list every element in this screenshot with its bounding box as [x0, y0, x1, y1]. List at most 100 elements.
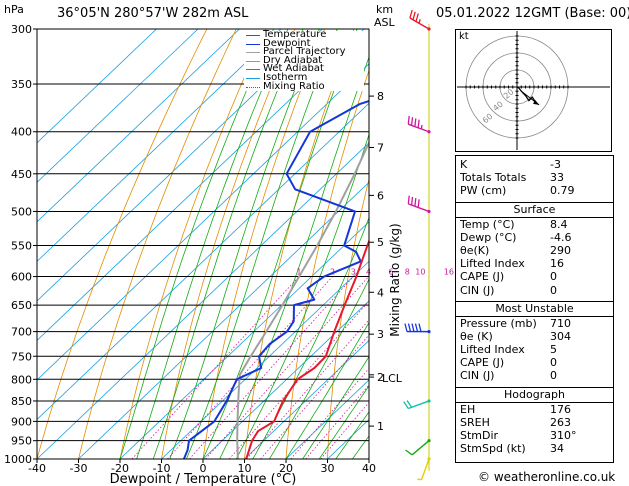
surface-key: Temp (°C)	[460, 217, 515, 231]
hodograph-stat-row: StmSpd (kt) 34	[456, 442, 613, 455]
wind-barb-half-feather	[418, 19, 421, 24]
mixing-ratio-line	[167, 276, 333, 459]
isotherm-line	[78, 181, 369, 459]
wind-barb-feather	[415, 13, 419, 22]
legend-swatch	[246, 43, 260, 45]
wind-barb	[409, 9, 431, 31]
legend-item: Parcel Trajectory	[244, 46, 364, 58]
wind-barb-staff	[408, 400, 430, 410]
pressure-tick-label: 1000	[4, 453, 32, 466]
profiles	[182, 100, 369, 459]
surface-key: CAPE (J)	[460, 270, 505, 284]
surface-value: 0	[550, 270, 557, 284]
legend-label: Parcel Trajectory	[263, 46, 346, 58]
height-tick-label: 5	[377, 236, 384, 249]
isotherm-line	[37, 29, 282, 262]
most-unstable-value: 5	[550, 343, 557, 357]
pressure-axis-unit: hPa	[4, 3, 24, 16]
wind-barb-feather	[405, 449, 413, 456]
temperature-tick-label: -20	[111, 462, 129, 475]
height-tick-label: 1	[377, 420, 384, 433]
wind-barb-feather	[409, 9, 413, 19]
most-unstable-row: θe (K) 304	[456, 330, 613, 343]
legend-swatch	[246, 35, 260, 36]
lcl-label: LCL	[382, 372, 403, 385]
most-unstable-key: Lifted Index	[460, 343, 525, 357]
temperature-tick-label: 20	[279, 462, 293, 475]
legend-item: Dry Adiabat	[244, 56, 364, 66]
hodograph-stat-key: StmSpd (kt)	[460, 442, 526, 456]
surface-value: -4.6	[550, 230, 572, 244]
temperature-tick-label: 10	[238, 462, 252, 475]
most-unstable-key: CAPE (J)	[460, 356, 505, 370]
hodograph-stat-row: SREH 263	[456, 416, 613, 429]
isotherm-line	[37, 29, 365, 341]
isotherm-line	[37, 29, 157, 144]
most-unstable-row: Lifted Index 5	[456, 343, 613, 356]
height-tick-label: 7	[377, 141, 384, 154]
hodograph-stat-key: SREH	[460, 415, 490, 429]
hodograph-stat-key: EH	[460, 402, 476, 416]
temperature-tick-label: 30	[321, 462, 335, 475]
wind-barb-feather	[414, 198, 417, 207]
wet-adiabat-line	[335, 411, 369, 459]
legend-item: Temperature	[244, 30, 364, 40]
pressure-tick-label: 400	[11, 126, 32, 139]
wind-barb-feather	[404, 323, 408, 332]
wind-barb-feather	[411, 323, 415, 332]
wind-barb-feather	[406, 400, 413, 408]
isotherm-line	[37, 29, 323, 302]
indices-panel: K -3 Totals Totals 33 PW (cm) 0.79 Surface Te…	[455, 155, 614, 463]
isotherm-line	[161, 260, 369, 459]
pressure-tick-label: 900	[11, 415, 32, 428]
wind-barb-feather	[407, 195, 410, 204]
wind-barb-staff	[408, 203, 430, 213]
wind-barb	[403, 399, 431, 410]
surface-key: θe(K)	[460, 243, 490, 257]
wind-barb-feather	[417, 199, 420, 208]
isotherm-line	[37, 142, 369, 459]
wet-adiabat-line	[302, 356, 369, 459]
wind-barb-feather	[417, 119, 420, 128]
legend-swatch	[246, 69, 260, 71]
mixing-ratio-axis-label: Mixing Ratio (g/kg)	[388, 223, 402, 336]
surface-row: CAPE (J) 0	[456, 270, 613, 283]
pressure-tick-label: 450	[11, 168, 32, 181]
surface-value: 8.4	[550, 217, 568, 231]
wet-adiabat-line	[318, 384, 369, 459]
isotherm-line	[37, 29, 240, 223]
asl-axis-unit: ASL	[374, 16, 395, 29]
temperature-tick-label: 0	[200, 462, 207, 475]
pressure-tick-label: 950	[11, 435, 32, 448]
background-lines	[37, 29, 369, 459]
legend-swatch	[246, 86, 260, 88]
wind-barb	[417, 457, 431, 481]
pressure-tick-label: 650	[11, 299, 32, 312]
wind-barb-feather	[407, 323, 412, 332]
legend-label: Mixing Ratio	[263, 80, 325, 92]
legend-swatch	[246, 52, 260, 54]
surface-key: CIN (J)	[460, 283, 495, 297]
index-row: K -3	[456, 158, 613, 171]
wet-adiabat-line	[119, 29, 274, 459]
temperature-axis: -40 -30 -20 -10 0 10 20 30 40	[28, 459, 376, 475]
surface-value: 290	[550, 243, 571, 257]
most-unstable-row: CIN (J) 0	[456, 369, 613, 382]
wind-barb-feather	[407, 115, 410, 125]
legend-swatch	[246, 77, 260, 79]
most-unstable-row: CAPE (J) 0	[456, 356, 613, 369]
most-unstable-value: 304	[550, 329, 571, 343]
index-row: Totals Totals 33	[456, 171, 613, 184]
height-tick-label: 2	[377, 371, 384, 384]
hodograph-stat-row: EH 176	[456, 403, 613, 416]
index-value: -3	[550, 158, 561, 171]
wind-barb-feather	[410, 196, 414, 206]
wind-barb-dot	[427, 330, 431, 334]
surface-row: θe(K) 290	[456, 244, 613, 257]
station-location: 36°05'N 280°57'W 282m ASL	[57, 6, 249, 21]
pressure-tick-label: 500	[11, 205, 32, 218]
pressure-tick-label: 550	[11, 239, 32, 252]
isotherm-line	[202, 300, 369, 459]
legend-label: Isotherm	[263, 71, 308, 83]
